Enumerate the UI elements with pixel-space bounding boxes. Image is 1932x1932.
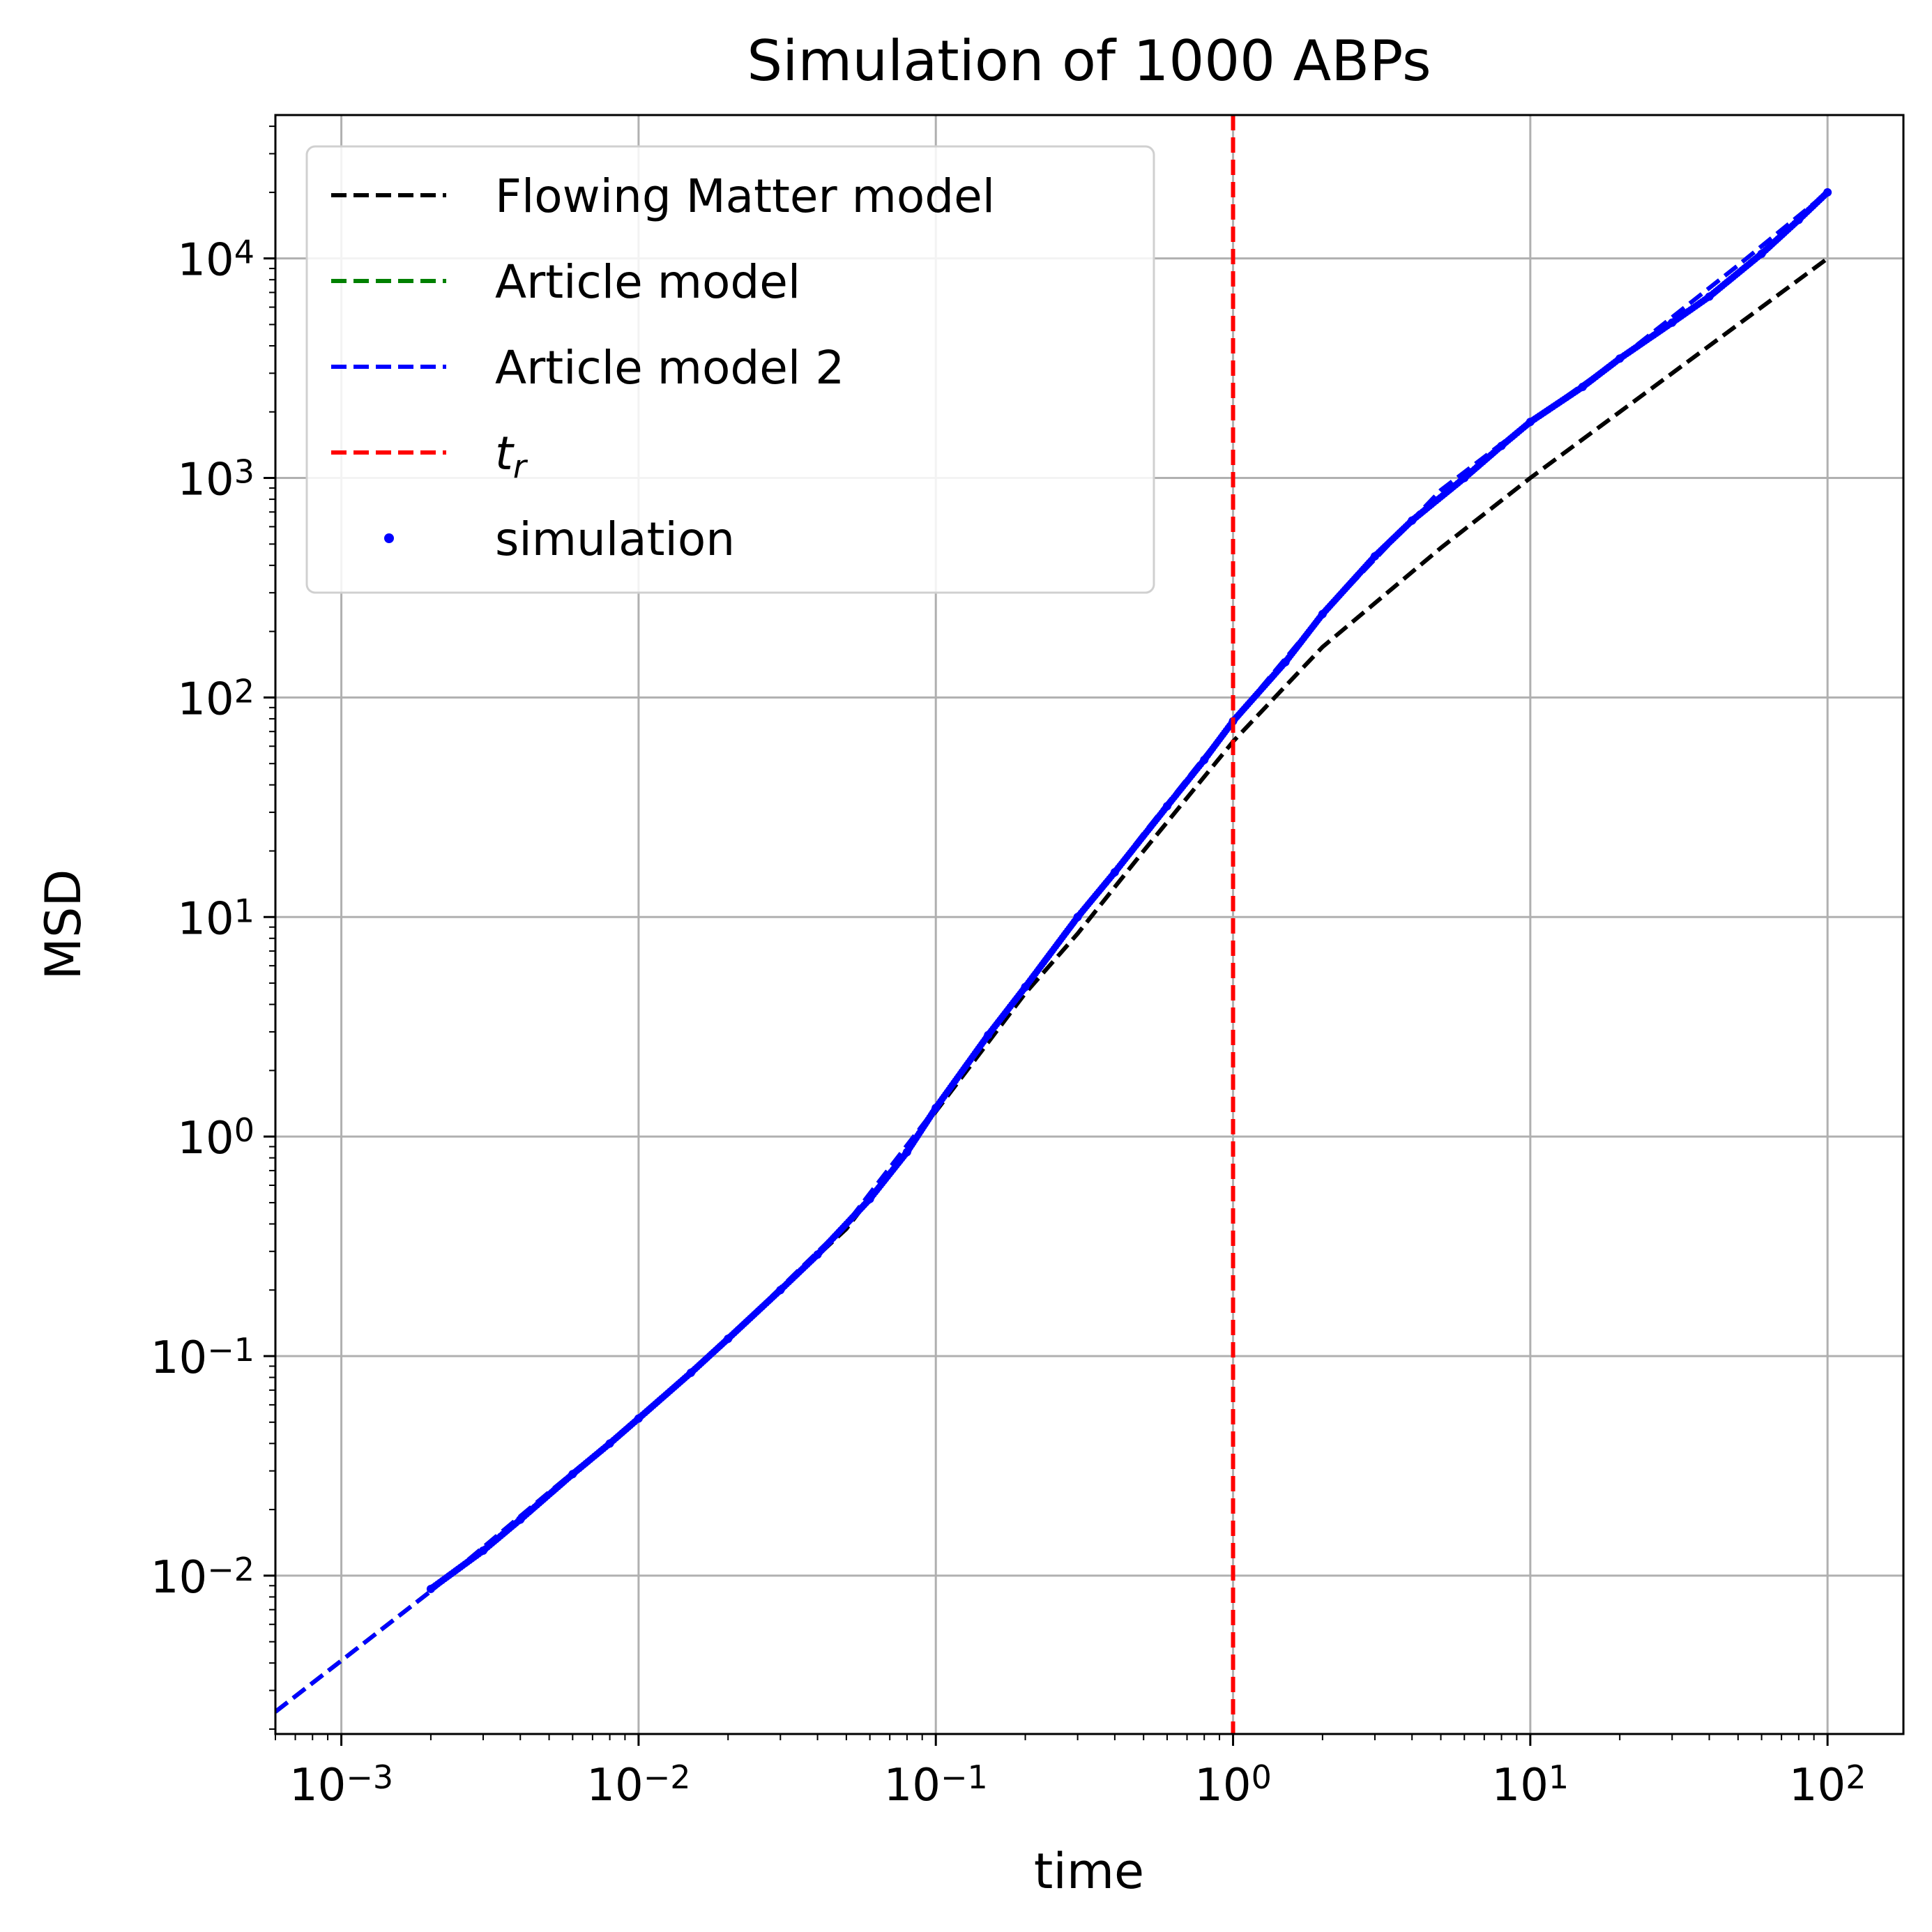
y-tick-label: 104	[177, 233, 254, 286]
y-tick-label: 103	[177, 452, 254, 505]
tick-layer: 10−3 10−2 10−1 100 101 102 10−2 10−1 100 101 102 10…	[151, 125, 1866, 1811]
legend-label: Article model	[495, 255, 800, 309]
x-tick-label: 10−2	[586, 1758, 690, 1811]
legend-box	[305, 145, 1155, 594]
y-tick-label: 10−1	[151, 1331, 254, 1384]
legend-label: tr	[495, 427, 528, 485]
x-tick-label: 101	[1491, 1758, 1569, 1811]
x-tick-label: 10−3	[289, 1758, 393, 1811]
plot-frame	[274, 114, 1905, 1735]
x-tick-label: 100	[1194, 1758, 1272, 1811]
y-tick-label: 102	[177, 672, 254, 725]
y-tick-label: 100	[177, 1111, 254, 1164]
x-tick-label: 102	[1789, 1758, 1866, 1811]
legend: Flowing Matter model Article model Article…	[305, 145, 1155, 594]
y-tick-label: 101	[177, 892, 254, 945]
x-axis-label: time	[1034, 1843, 1144, 1900]
series-layer	[275, 115, 1832, 1734]
legend-label: simulation	[495, 512, 735, 566]
legend-marker-simulation	[384, 533, 394, 543]
simulation-point	[1823, 188, 1832, 197]
legend-label: Flowing Matter model	[495, 169, 995, 223]
x-tick-label: 10−1	[884, 1758, 988, 1811]
legend-label: Article model 2	[495, 341, 844, 395]
chart-title: Simulation of 1000 ABPs	[747, 29, 1431, 93]
y-tick-label: 10−2	[151, 1550, 254, 1603]
y-axis-label: MSD	[35, 869, 92, 980]
series-line-article-model-2	[275, 190, 1830, 1714]
